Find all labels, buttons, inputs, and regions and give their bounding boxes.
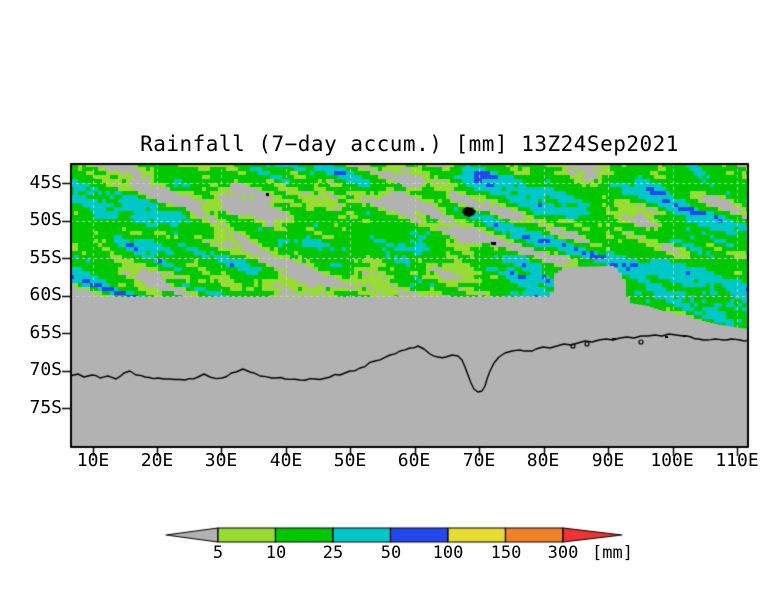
ytick-60s: 60S	[29, 284, 62, 305]
xtick-100e: 100E	[650, 450, 694, 471]
ytick-75s: 75S	[29, 397, 62, 418]
ytick-55s: 55S	[29, 247, 62, 268]
xtick-80e: 80E	[526, 450, 560, 471]
xtick-70e: 70E	[462, 450, 496, 471]
colorbar-label-10: 10	[265, 543, 287, 563]
colorbar-label-5: 5	[212, 543, 224, 563]
xtick-50e: 50E	[333, 450, 367, 471]
colorbar-label-300: 300	[547, 543, 579, 563]
ytick-70s: 70S	[29, 359, 62, 380]
xtick-40e: 40E	[269, 450, 303, 471]
ytick-65s: 65S	[29, 322, 62, 343]
colorbar-label-50: 50	[380, 543, 402, 563]
plot-title: Rainfall (7−day accum.) [mm] 13Z24Sep202…	[140, 132, 679, 156]
colorbar-unit-label: [mm]	[592, 543, 633, 563]
xtick-110e: 110E	[715, 450, 759, 471]
xtick-20e: 20E	[140, 450, 174, 471]
xtick-30e: 30E	[204, 450, 238, 471]
xtick-60e: 60E	[397, 450, 431, 471]
xtick-10e: 10E	[76, 450, 110, 471]
colorbar-label-100: 100	[432, 543, 464, 563]
xtick-90e: 90E	[591, 450, 625, 471]
colorbar-label-25: 25	[322, 543, 344, 563]
colorbar-label-150: 150	[490, 543, 522, 563]
ytick-50s: 50S	[29, 209, 62, 230]
ytick-45s: 45S	[29, 172, 62, 193]
